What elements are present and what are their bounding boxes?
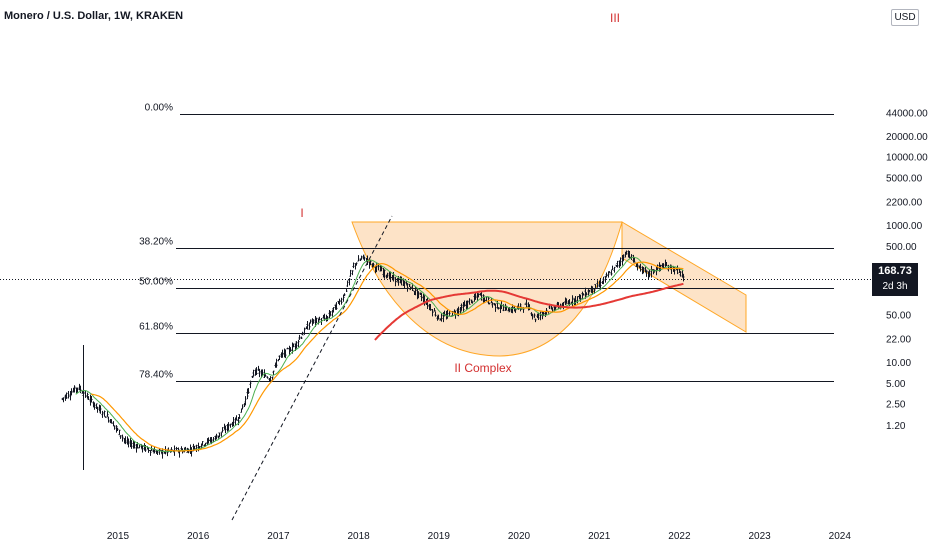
dashed-trendline [231,215,393,521]
ma-red [374,282,684,341]
x-tick-label: 2021 [588,531,611,542]
last-price: 168.73 [878,265,912,277]
fib-label: 50.00% [139,277,173,288]
y-tick-label: 5000.00 [886,173,923,184]
y-tick-label: 10000.00 [886,153,928,164]
x-tick-label: 2023 [748,531,771,542]
x-tick-label: 2022 [668,531,691,542]
x-tick-label: 2019 [428,531,451,542]
wave-annotation: II Complex [454,361,511,375]
y-tick-label: 2.50 [886,399,906,410]
fib-label: 0.00% [145,103,173,114]
x-tick-label: 2017 [267,531,290,542]
bar-countdown: 2d 3h [882,281,908,292]
y-tick-label: 10.00 [886,358,911,369]
fib-label: 38.20% [139,237,173,248]
currency-selector[interactable]: USD [891,9,919,26]
symbol-title[interactable]: Monero / U.S. Dollar, 1W, KRAKEN [4,10,184,22]
wave-annotation: I [300,206,303,220]
fib-label: 78.40% [139,370,173,381]
y-tick-label: 20000.00 [886,132,928,143]
x-tick-label: 2015 [107,531,130,542]
ma-orange [91,261,684,452]
x-tick-label: 2020 [508,531,531,542]
y-tick-label: 500.00 [886,242,917,253]
y-tick-label: 5.00 [886,379,906,390]
last-price-tag: 168.73 2d 3h [872,263,918,296]
y-tick-label: 50.00 [886,310,911,321]
y-tick-label: 22.00 [886,335,911,346]
y-tick-label: 1.20 [886,421,906,432]
x-tick-label: 2016 [187,531,210,542]
fib-label: 61.80% [139,322,173,333]
x-tick-label: 2018 [347,531,370,542]
y-tick-label: 2200.00 [886,198,923,209]
y-tick-label: 1000.00 [886,221,923,232]
x-tick-label: 2024 [829,531,852,542]
y-tick-label: 44000.00 [886,109,928,120]
wave-annotation: III [610,11,620,25]
